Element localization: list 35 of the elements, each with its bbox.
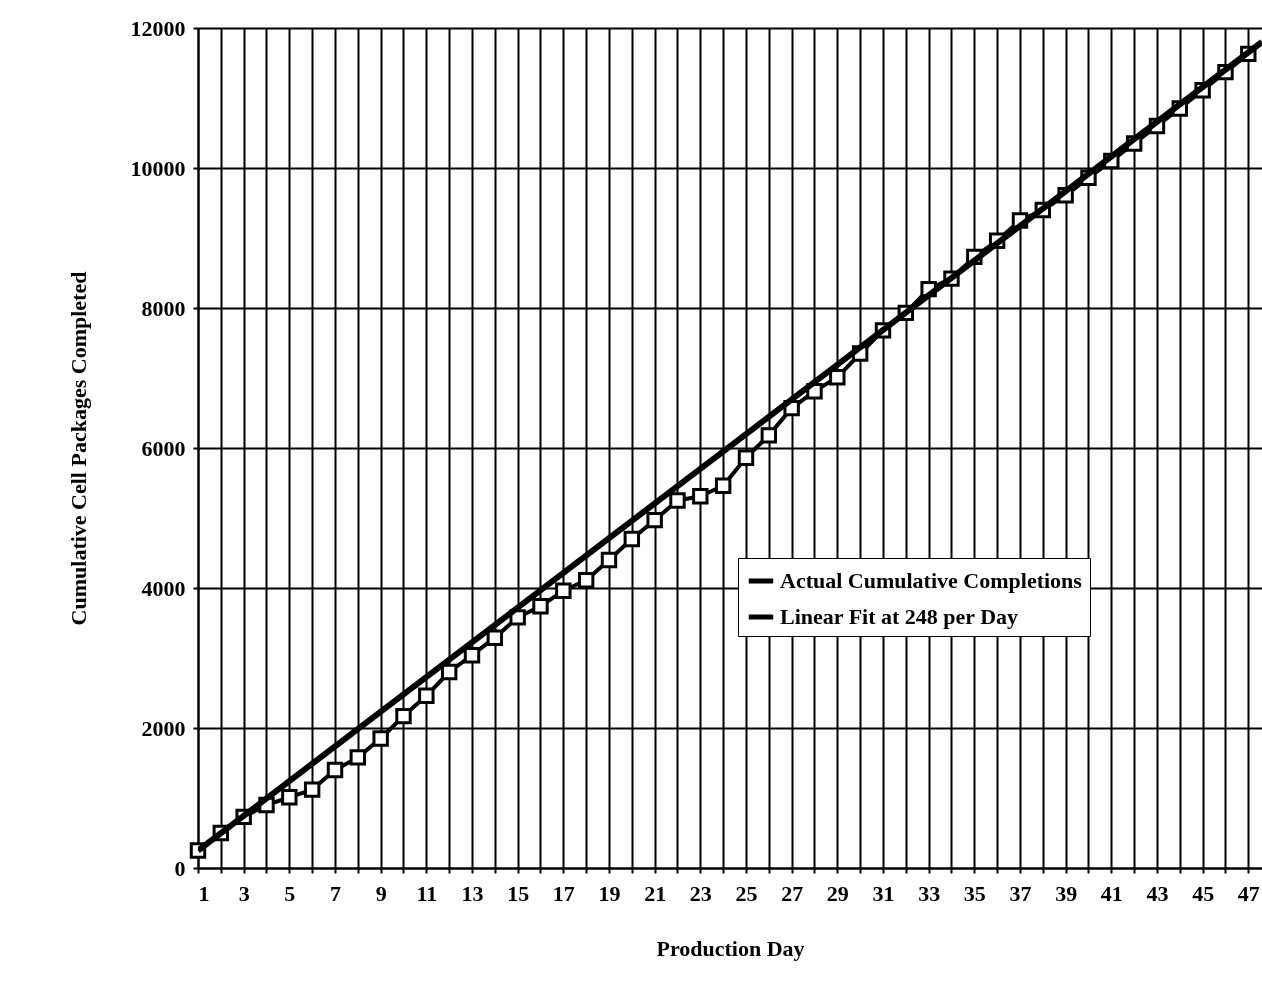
y-tick-label: 6000 — [141, 435, 186, 461]
x-tick-label: 21 — [644, 880, 667, 906]
x-tick-label: 13 — [461, 880, 484, 906]
y-tick-label: 4000 — [141, 575, 186, 601]
x-tick-label: 7 — [330, 880, 341, 906]
x-tick-label: 43 — [1146, 880, 1169, 906]
x-tick-label: 37 — [1009, 880, 1032, 906]
x-tick-label: 31 — [872, 880, 895, 906]
y-tick-label: 8000 — [141, 295, 186, 321]
x-tick-label: 27 — [781, 880, 804, 906]
x-tick-label: 1 — [198, 880, 210, 906]
x-tick-label: 33 — [918, 880, 941, 906]
x-tick-label: 41 — [1100, 880, 1123, 906]
x-tick-label: 5 — [284, 880, 296, 906]
y-tick-label: 2000 — [141, 715, 186, 741]
legend-label: Actual Cumulative Completions — [780, 568, 1083, 593]
y-tick-label: 10000 — [130, 155, 186, 181]
x-tick-label: 25 — [735, 880, 758, 906]
y-tick-label: 0 — [174, 855, 186, 881]
x-tick-label: 9 — [375, 880, 387, 906]
x-tick-label: 23 — [689, 880, 712, 906]
y-tick-label: 12000 — [130, 15, 186, 41]
x-tick-label: 17 — [552, 880, 575, 906]
x-tick-label: 45 — [1192, 880, 1215, 906]
x-tick-label: 47 — [1237, 880, 1260, 906]
x-tick-label: 3 — [238, 880, 250, 906]
x-axis-title: Production Day — [656, 935, 805, 961]
x-tick-label: 39 — [1055, 880, 1078, 906]
y-axis-title: Cumulative Cell Packages Completed — [65, 271, 91, 626]
legend-label: Linear Fit at 248 per Day — [780, 604, 1019, 629]
x-tick-label: 29 — [826, 880, 849, 906]
x-tick-label: 35 — [963, 880, 986, 906]
x-tick-label: 15 — [507, 880, 530, 906]
x-tick-label: 19 — [598, 880, 621, 906]
x-tick-label: 11 — [416, 880, 438, 906]
